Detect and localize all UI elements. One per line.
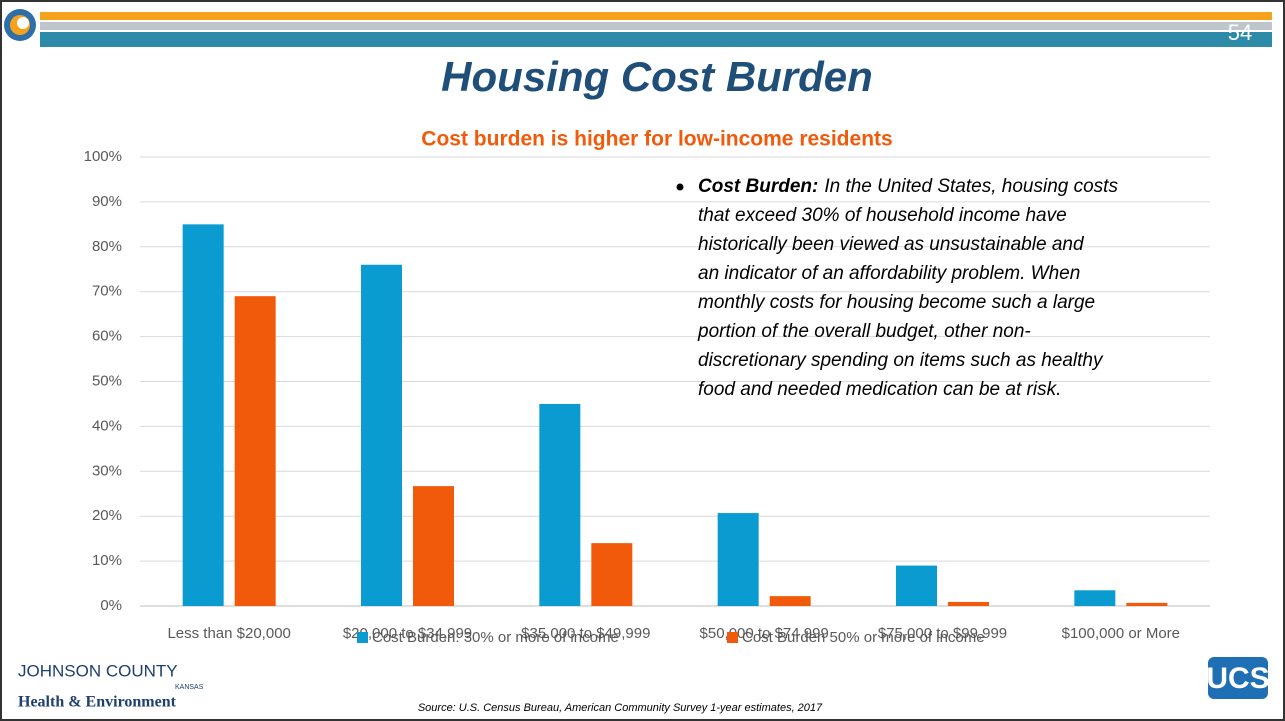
header-bar-gray xyxy=(40,22,1272,30)
annotation-label: Cost Burden: xyxy=(698,176,818,197)
partner-logo-bg xyxy=(1208,657,1268,699)
bar xyxy=(948,601,989,606)
bar xyxy=(539,403,581,606)
plot: 0% 10% 20% 30% 40% 50% 60% 70% 80% 90% 100% Less th… xyxy=(84,148,1210,642)
bullet xyxy=(676,183,684,191)
header-bar-teal xyxy=(40,32,1272,47)
bar xyxy=(413,486,454,606)
partner-logo: UCS xyxy=(1206,662,1269,695)
bar xyxy=(717,513,759,606)
bar xyxy=(591,543,633,606)
x-tick-label: $35,000 to $49,999 xyxy=(521,625,650,642)
logo-icon xyxy=(4,9,36,41)
annotation-line: an indicator of an affordability problem… xyxy=(698,263,1080,284)
bar xyxy=(234,296,276,606)
legend: Cost Burden: 30% or more of income Cost B… xyxy=(357,629,985,646)
source: Source: U.S. Census Bureau, American Com… xyxy=(418,702,823,714)
legend-label: Cost Burden: 30% or more of income xyxy=(372,629,619,646)
bar xyxy=(1074,590,1116,606)
chart-title: Cost burden is higher for low-income res… xyxy=(421,128,892,151)
annotation-text: In the United States, housing costs xyxy=(824,176,1118,197)
bar xyxy=(769,596,811,606)
y-tick-label: 0% xyxy=(100,597,122,614)
y-tick-label: 100% xyxy=(84,148,122,165)
bar xyxy=(1126,602,1168,606)
y-tick-label: 10% xyxy=(92,552,122,569)
y-tick-label: 40% xyxy=(92,417,122,434)
county-logo: JOHNSON COUNTY xyxy=(18,661,178,680)
bar xyxy=(361,264,402,606)
annotation-line: monthly costs for housing become such a … xyxy=(698,292,1095,313)
slide-title: Housing Cost Burden xyxy=(441,53,873,100)
annotation-line: historically been viewed as unsustainabl… xyxy=(698,234,1085,255)
bar xyxy=(896,565,937,606)
annotation-line: discretionary spending on items such as … xyxy=(698,350,1104,371)
x-tick-label: $100,000 or More xyxy=(1062,625,1180,642)
y-tick-label: 80% xyxy=(92,238,122,255)
x-tick-label: $20,000 to $34,999 xyxy=(343,625,472,642)
legend-label: Cost Burden 50% or more of income xyxy=(742,629,985,646)
x-tick-label: Less than $20,000 xyxy=(167,625,290,642)
annotation: Cost Burden: In the United States, housin… xyxy=(676,176,1118,400)
department-logo: Health & Environment xyxy=(18,694,177,711)
legend-swatch xyxy=(357,632,368,643)
legend-swatch xyxy=(727,632,738,643)
y-tick-label: 60% xyxy=(92,328,122,345)
annotation-line: food and needed medication can be at ris… xyxy=(698,379,1061,400)
slide-number: 54 xyxy=(1228,20,1252,45)
y-tick-label: 70% xyxy=(92,283,122,300)
annotation-line: that exceed 30% of household income have xyxy=(698,205,1067,226)
y-tick-label: 50% xyxy=(92,372,122,389)
state-logo: KANSAS xyxy=(175,684,204,691)
annotation-line: Cost Burden: In the United States, housin… xyxy=(698,176,1118,197)
y-tick-label: 20% xyxy=(92,507,122,524)
y-tick-label: 90% xyxy=(92,193,122,210)
bar xyxy=(182,224,224,606)
x-tick-label: $75,000 to $99,999 xyxy=(878,625,1007,642)
y-tick-label: 30% xyxy=(92,462,122,479)
annotation-line: portion of the overall budget, other non… xyxy=(697,321,1031,342)
header-bar-orange xyxy=(40,12,1272,20)
